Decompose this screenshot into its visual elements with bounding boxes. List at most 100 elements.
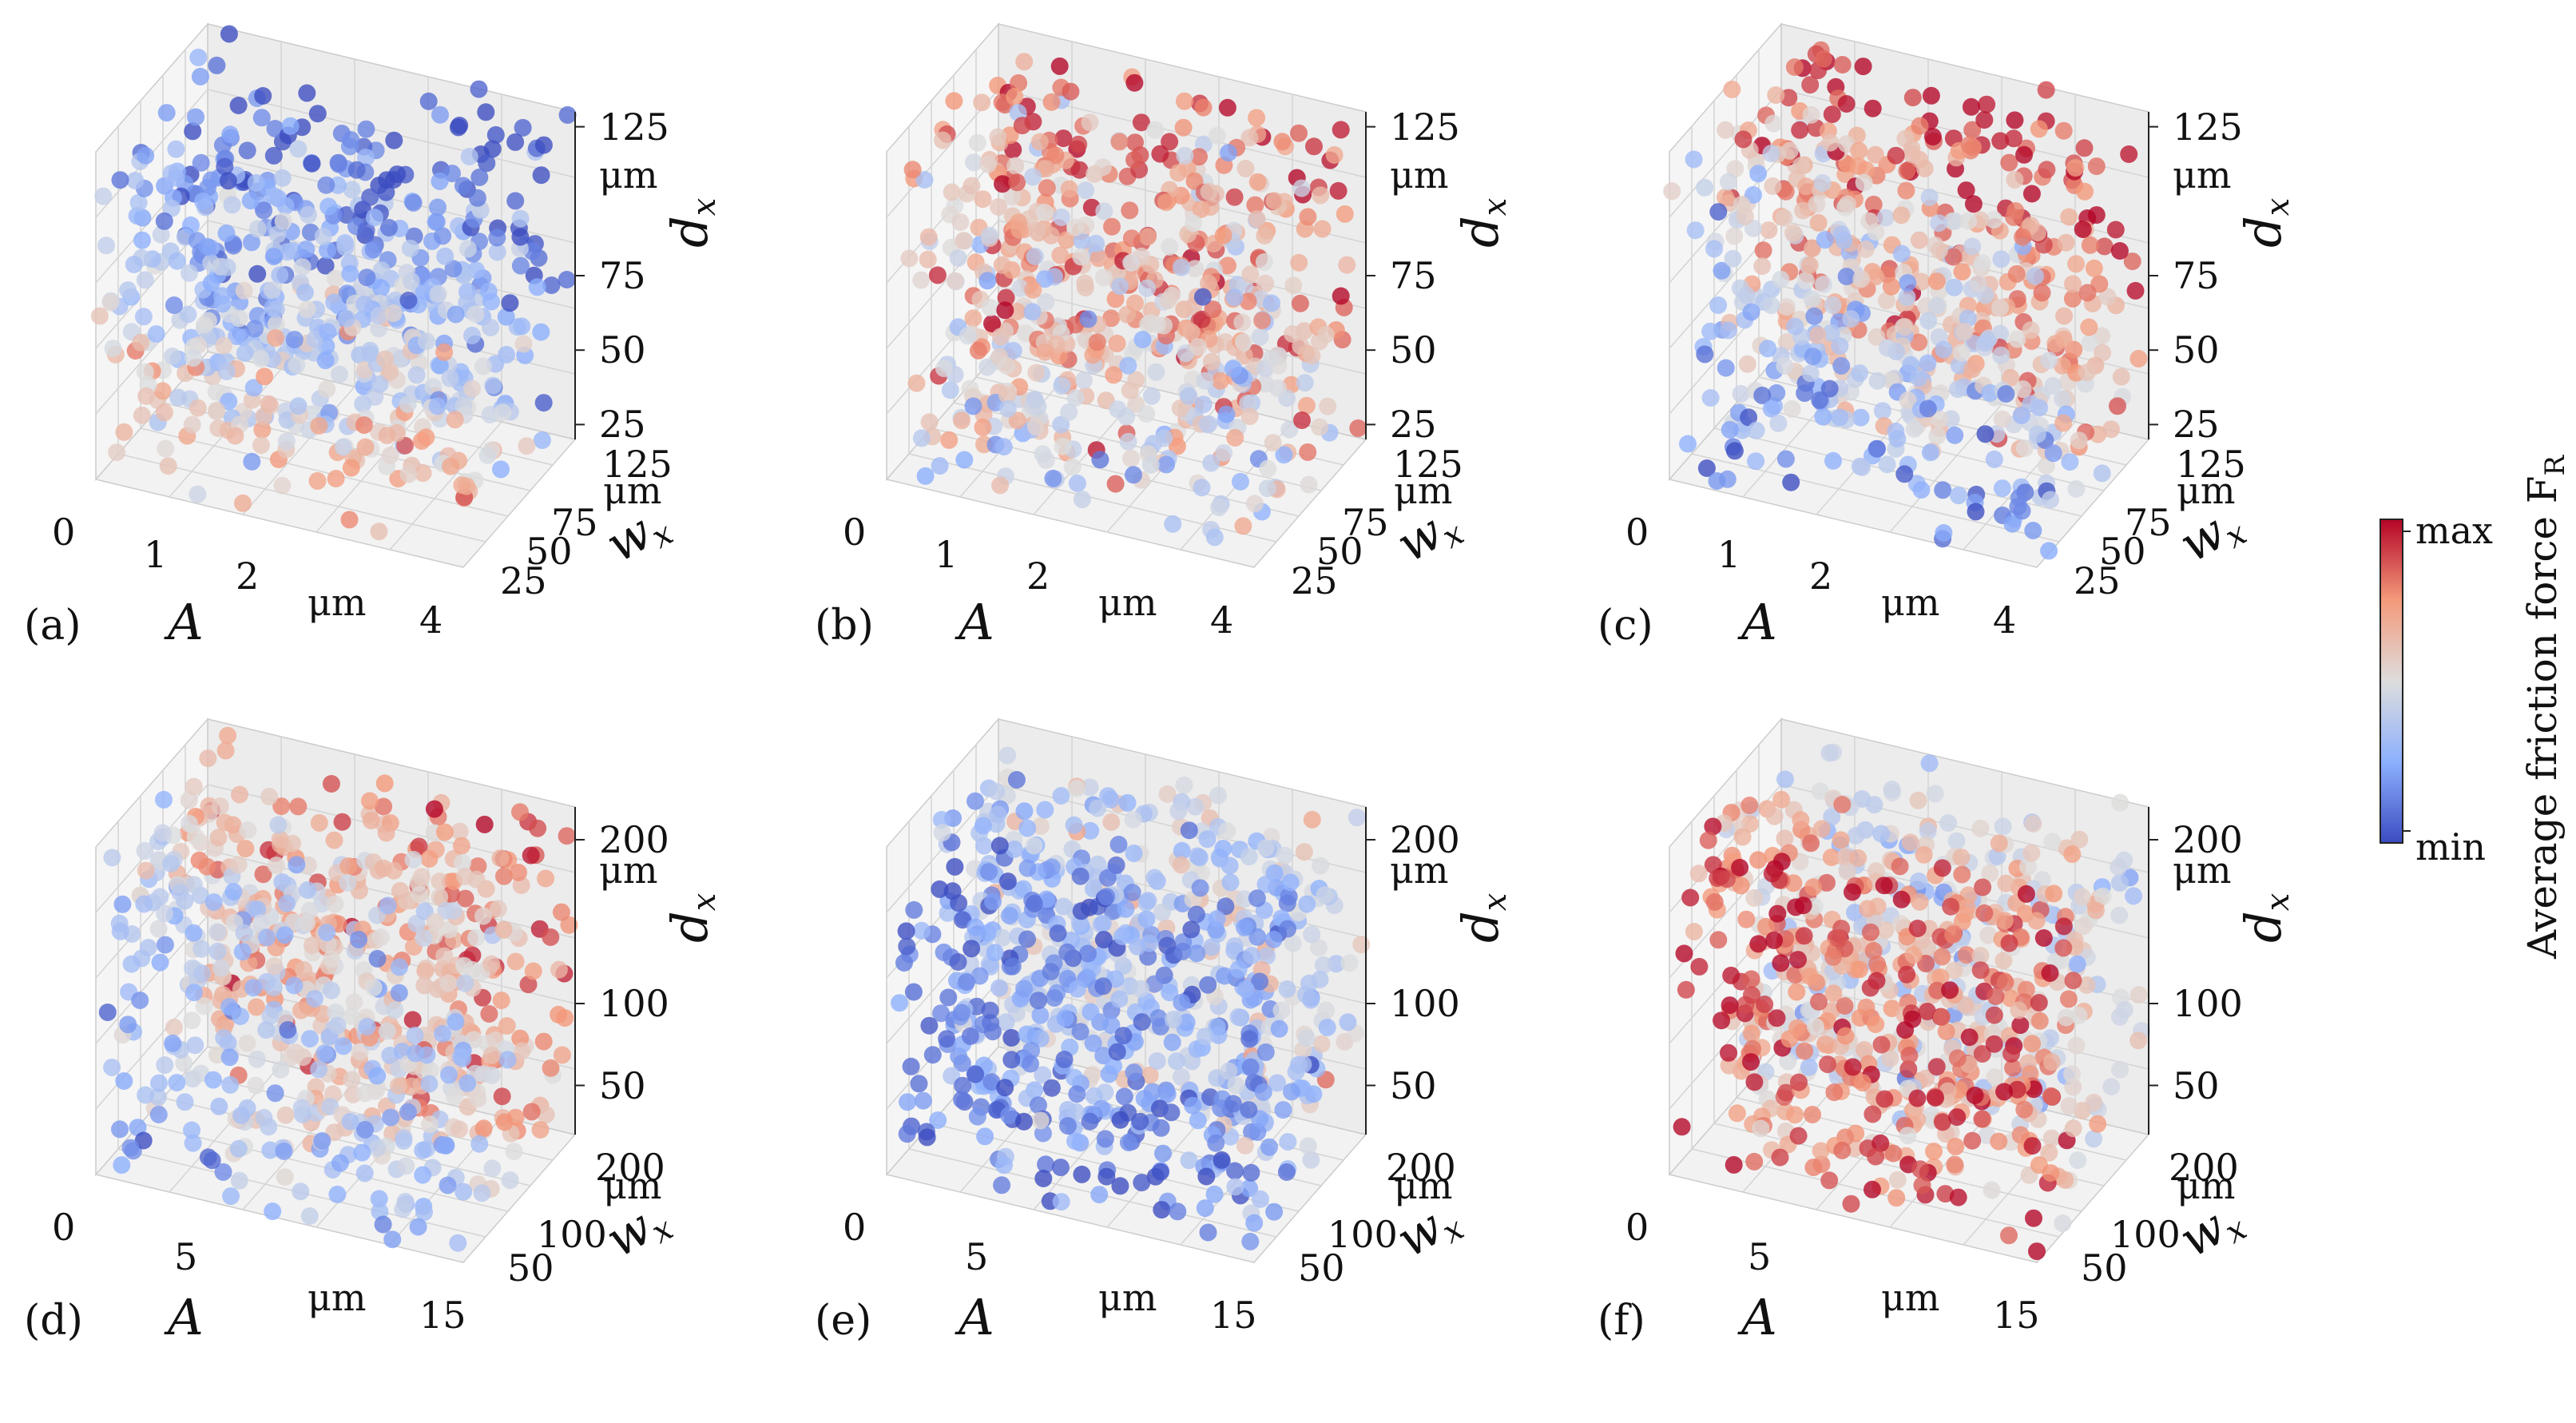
- scatter-point: [1055, 1051, 1074, 1068]
- scatter-point: [2085, 1093, 2103, 1111]
- scatter-point: [2060, 208, 2078, 226]
- scatter-point: [362, 811, 380, 829]
- scatter-point: [1824, 984, 1843, 1003]
- scatter-point: [165, 1018, 183, 1036]
- grid-line: [140, 1123, 509, 1212]
- scatter-point: [931, 457, 949, 475]
- x-tick-label: 0: [1625, 511, 1649, 554]
- scatter-point: [2004, 1059, 2022, 1077]
- scatter-point: [399, 465, 418, 483]
- scatter-point: [1976, 425, 1995, 443]
- scatter-point: [1169, 1202, 1187, 1221]
- z-axis-label-main: d: [2234, 911, 2292, 943]
- scatter-point: [323, 950, 340, 968]
- scatter-point: [157, 439, 175, 458]
- scatter-point: [1256, 839, 1275, 857]
- y-tick-label: 100: [537, 1213, 607, 1256]
- scatter-point: [1095, 268, 1113, 287]
- z-tick-label: 125: [2173, 105, 2243, 149]
- scatter-point: [1122, 449, 1140, 467]
- scatter-point: [2022, 185, 2041, 203]
- scatter-point: [1052, 415, 1070, 434]
- scatter-point: [1339, 1013, 1357, 1031]
- scatter-point: [261, 1007, 280, 1025]
- scatter-point: [2006, 170, 2024, 189]
- scatter-point: [231, 785, 248, 804]
- scatter-point: [494, 920, 513, 939]
- scatter-point: [1110, 990, 1129, 1008]
- scatter-point: [469, 1090, 487, 1108]
- scatter-point: [1008, 173, 1026, 192]
- scatter-point: [1113, 927, 1131, 945]
- scatter-point: [1860, 212, 1879, 230]
- scatter-point: [111, 171, 129, 189]
- scatter-point: [1872, 1035, 1891, 1054]
- scatter-point: [2061, 453, 2079, 471]
- scatter-point: [137, 861, 155, 880]
- scatter-point: [1892, 206, 1911, 225]
- x-axis-unit: μm: [1881, 1276, 1940, 1319]
- scatter-point: [1034, 445, 1052, 463]
- scatter-point: [192, 153, 210, 172]
- scatter-point: [1812, 1155, 1831, 1174]
- scatter-point: [207, 383, 225, 401]
- scatter-point: [1832, 831, 1850, 849]
- scatter-point: [446, 411, 464, 429]
- scatter-point: [1065, 816, 1083, 834]
- scatter-point: [1302, 1151, 1320, 1169]
- scatter-point: [2085, 1130, 2103, 1148]
- scatter-point: [434, 960, 452, 978]
- scatter-point: [1742, 970, 1760, 988]
- scatter-point: [276, 1106, 295, 1124]
- scatter-point: [969, 341, 987, 360]
- z-tick-label: 200: [599, 818, 669, 861]
- scatter-point: [1723, 80, 1741, 98]
- scatter-point: [1792, 811, 1810, 829]
- scatter-point: [1278, 980, 1296, 998]
- scatter-point: [1163, 1033, 1181, 1051]
- scatter-point: [1873, 402, 1891, 420]
- scatter-point: [431, 356, 449, 375]
- scatter-point: [1000, 907, 1018, 924]
- scatter-point: [1920, 188, 1939, 206]
- scatter-point: [1066, 1132, 1084, 1151]
- scatter-point: [1272, 1001, 1291, 1020]
- x-axis-unit: μm: [1098, 1276, 1157, 1319]
- scatter-point: [391, 881, 409, 900]
- scatter-point: [185, 777, 203, 796]
- scatter-point: [1089, 799, 1107, 817]
- scatter-point: [1721, 996, 1739, 1015]
- scatter-point: [1180, 821, 1198, 840]
- scatter-point: [449, 1234, 467, 1252]
- scatter-point: [1005, 840, 1023, 858]
- scatter-point: [355, 296, 374, 313]
- scatter-point: [456, 974, 474, 992]
- scatter-point: [1106, 475, 1125, 493]
- scatter-point: [2024, 522, 2042, 539]
- scatter-point: [529, 819, 547, 837]
- scatter-point: [483, 1159, 502, 1178]
- scatter-point: [941, 381, 959, 399]
- scatter-point: [1026, 248, 1044, 265]
- scatter-point: [342, 131, 360, 149]
- scatter-point: [1051, 246, 1070, 264]
- scatter-point: [136, 363, 154, 381]
- scatter-point: [1256, 1043, 1275, 1061]
- scatter-point: [455, 956, 474, 975]
- scatter-point: [1060, 180, 1078, 198]
- scatter-point: [168, 1074, 186, 1091]
- scatter-point: [537, 869, 555, 888]
- scatter-point: [264, 979, 283, 997]
- scatter-point: [1842, 1194, 1860, 1213]
- scatter-point: [139, 939, 157, 956]
- scatter-point: [322, 775, 340, 793]
- scatter-point: [111, 1120, 129, 1139]
- scatter-point: [2080, 318, 2098, 336]
- scatter-point: [1895, 318, 1914, 336]
- scatter-point: [1068, 475, 1086, 492]
- scatter-point: [1816, 1035, 1834, 1053]
- scatter-point: [1921, 443, 1939, 462]
- scatter-point: [897, 922, 915, 940]
- scatter-point: [1867, 1016, 1885, 1033]
- scatter-point: [1052, 209, 1070, 226]
